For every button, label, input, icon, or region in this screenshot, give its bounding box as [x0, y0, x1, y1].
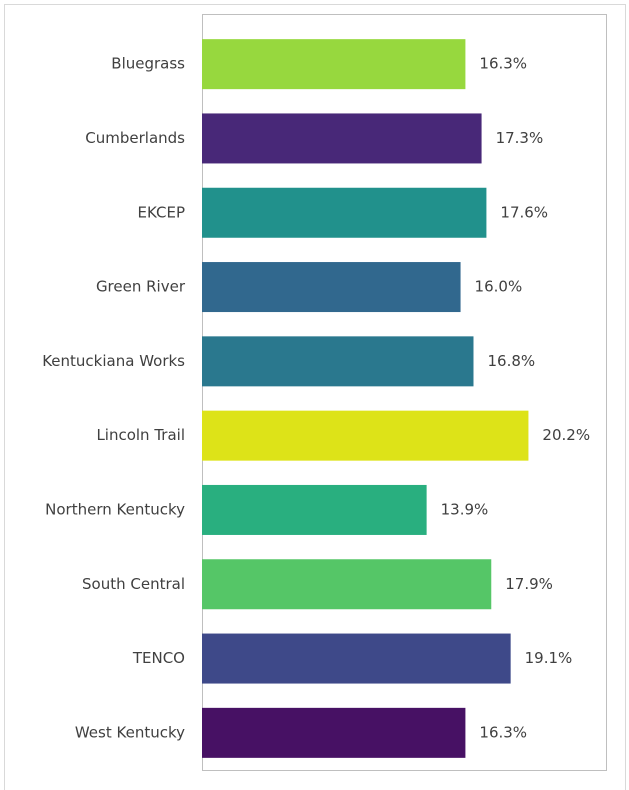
data-label: 20.2%: [542, 426, 590, 444]
y-tick-label: Lincoln Trail: [96, 426, 185, 444]
data-label: 17.6%: [500, 203, 548, 221]
bar: [202, 39, 466, 90]
bar: [202, 187, 487, 238]
y-tick-label: EKCEP: [138, 203, 186, 221]
y-tick-label: TENCO: [132, 649, 185, 667]
y-tick-label: Northern Kentucky: [45, 500, 185, 518]
data-label: 16.3%: [479, 55, 527, 73]
data-label: 16.3%: [479, 723, 527, 741]
plot-border: [202, 14, 607, 771]
bar: [202, 262, 461, 313]
data-label: 17.3%: [496, 129, 544, 147]
y-tick-label: Bluegrass: [111, 55, 185, 73]
bar: [202, 336, 474, 387]
y-tick-label: West Kentucky: [75, 723, 185, 741]
bar: [202, 633, 511, 684]
bar: [202, 410, 529, 461]
y-tick-label: Kentuckiana Works: [42, 352, 185, 370]
y-tick-label: Green River: [96, 278, 186, 296]
data-label: 16.8%: [487, 352, 535, 370]
bar: [202, 707, 466, 758]
data-label: 19.1%: [525, 649, 573, 667]
data-label: 17.9%: [505, 575, 553, 593]
y-tick-label: South Central: [82, 575, 185, 593]
data-label: 13.9%: [441, 500, 489, 518]
bar: [202, 484, 427, 535]
y-tick-label: Cumberlands: [85, 129, 185, 147]
chart-border: [4, 4, 626, 790]
bar: [202, 113, 482, 164]
bar: [202, 559, 492, 610]
data-label: 16.0%: [475, 278, 523, 296]
